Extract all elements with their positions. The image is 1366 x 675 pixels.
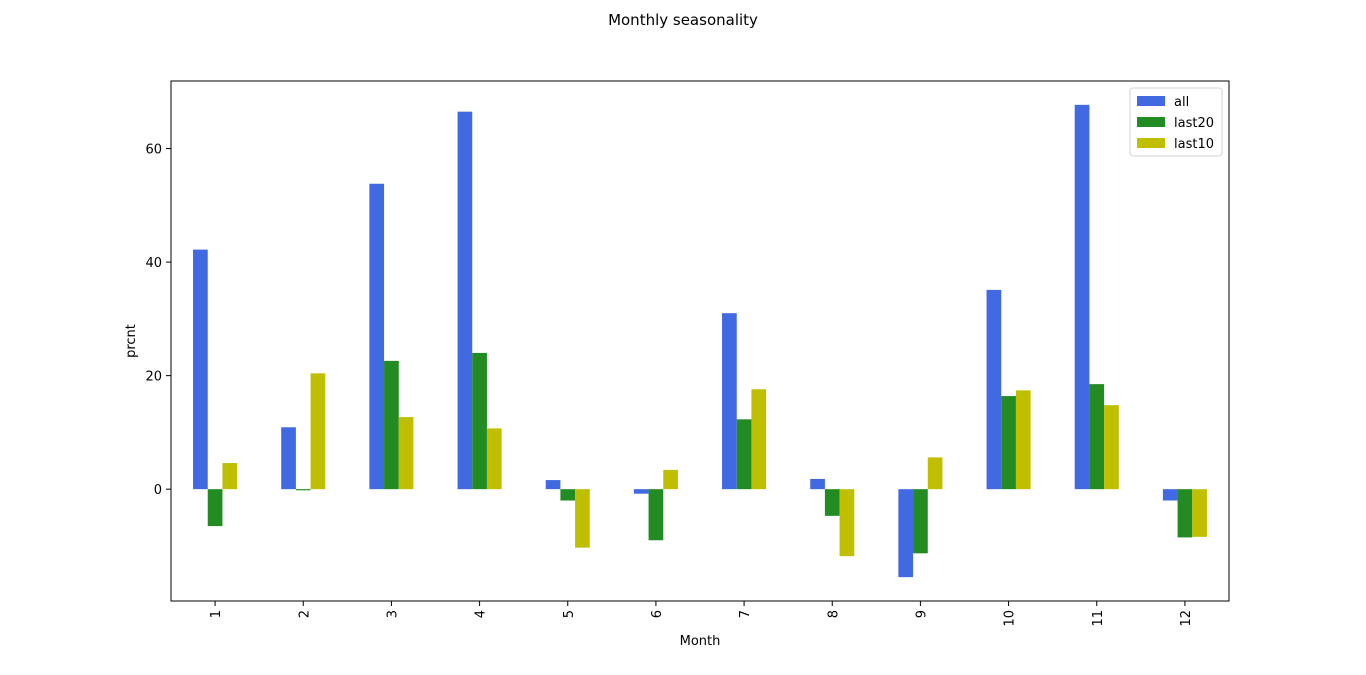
bar-last10-6 <box>663 469 678 490</box>
bar-last10-8 <box>839 489 855 557</box>
chart-title: Monthly seasonality <box>608 11 758 29</box>
bar-all-12 <box>1162 489 1178 501</box>
legend-label-last20: last20 <box>1174 116 1214 131</box>
bar-all-11 <box>1074 104 1090 490</box>
bar-all-4 <box>457 111 473 490</box>
bar-all-8 <box>810 478 825 490</box>
x-tick-label: 8 <box>826 610 841 618</box>
x-tick-label: 3 <box>385 610 400 618</box>
x-tick-label: 10 <box>1003 610 1018 627</box>
legend-swatch-last10 <box>1137 138 1165 148</box>
bars-group <box>193 104 1207 578</box>
bar-last20-4 <box>472 352 487 490</box>
bar-last20-10 <box>1001 396 1016 490</box>
bar-last10-7 <box>751 389 767 490</box>
y-tick-label: 60 <box>145 143 162 158</box>
x-tick-label: 12 <box>1179 610 1194 627</box>
y-tick-label: 40 <box>145 256 162 271</box>
legend-label-last10: last10 <box>1174 137 1214 152</box>
bar-last10-11 <box>1104 405 1119 490</box>
bar-last20-1 <box>207 489 223 527</box>
bar-last20-3 <box>384 360 399 490</box>
y-tick-label: 0 <box>154 483 162 498</box>
x-tick-label: 4 <box>474 610 489 618</box>
y-axis-label: prcnt <box>124 324 139 358</box>
bar-last20-2 <box>295 489 311 491</box>
x-axis: 1 2 3 4 5 6 7 8 9 10 11 12 <box>209 601 1194 627</box>
bar-last10-10 <box>1015 390 1031 490</box>
bar-all-10 <box>986 289 1002 490</box>
bar-all-9 <box>898 489 914 578</box>
plot-frame <box>170 80 1230 602</box>
bar-all-7 <box>722 313 737 490</box>
bar-last10-5 <box>575 489 590 548</box>
x-tick-label: 11 <box>1091 610 1106 627</box>
x-tick-label: 6 <box>650 610 665 618</box>
bar-last20-12 <box>1177 489 1193 538</box>
bar-last10-12 <box>1192 489 1207 537</box>
bar-last10-9 <box>927 457 943 490</box>
legend-swatch-all <box>1137 96 1165 106</box>
x-tick-label: 1 <box>209 610 224 618</box>
x-tick-label: 9 <box>914 610 929 618</box>
bar-last10-1 <box>222 463 238 490</box>
bar-last20-7 <box>736 419 752 490</box>
bar-last20-9 <box>913 489 928 554</box>
legend: all last20 last10 <box>1129 87 1223 157</box>
bar-last20-11 <box>1089 384 1105 490</box>
legend-label-all: all <box>1174 95 1189 110</box>
y-axis: 0 20 40 60 <box>145 143 171 498</box>
bar-last20-5 <box>560 489 576 501</box>
x-tick-label: 2 <box>297 610 312 618</box>
bar-all-6 <box>633 489 649 494</box>
bar-all-3 <box>369 183 385 490</box>
bar-last20-6 <box>648 489 664 541</box>
legend-swatch-last20 <box>1137 117 1165 127</box>
bar-last10-2 <box>310 373 326 490</box>
bar-all-1 <box>193 249 208 490</box>
x-tick-label: 7 <box>738 610 753 618</box>
bar-last20-8 <box>824 489 840 516</box>
y-tick-label: 20 <box>145 370 162 385</box>
bar-last10-4 <box>486 428 502 490</box>
bar-all-5 <box>545 480 561 490</box>
x-tick-label: 5 <box>562 610 577 618</box>
bar-all-2 <box>281 427 296 490</box>
bar-last10-3 <box>398 417 414 490</box>
x-axis-label: Month <box>680 634 721 649</box>
